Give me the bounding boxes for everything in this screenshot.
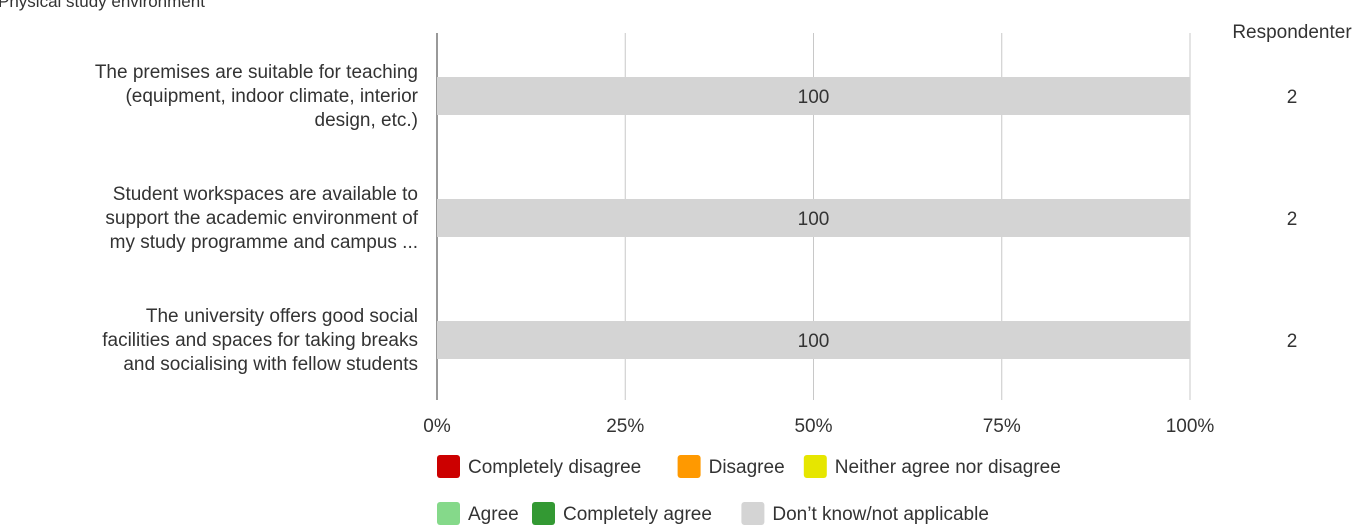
legend-swatch (677, 455, 701, 478)
category-label: The university offers good social facilit… (102, 306, 418, 375)
category-labels: The premises are suitable for teaching (e… (95, 62, 419, 375)
legend-label: Agree (468, 504, 519, 525)
legend-item: Neither agree nor disagree (803, 455, 1061, 478)
legend-swatch (532, 502, 555, 525)
respondent-count: 2 (1287, 209, 1298, 230)
legend: Completely disagree Disagree Neither agree… (437, 455, 1061, 525)
x-tick-label: 75% (983, 416, 1021, 437)
legend-label: Completely disagree (468, 457, 641, 478)
respondents-header: Respondenter (1232, 22, 1352, 43)
x-tick-label: 100% (1166, 416, 1215, 437)
legend-item: Agree (437, 502, 519, 525)
x-axis-ticks: 0% 25% 50% 75% 100% (423, 416, 1214, 437)
legend-item: Completely agree (532, 502, 712, 525)
x-tick-label: 0% (423, 416, 451, 437)
bar-value-label: 100 (798, 209, 830, 230)
legend-item: Disagree (677, 455, 785, 478)
bar-segment (437, 321, 1190, 359)
chart-title: Physical study environment (0, 0, 205, 11)
bar-segment (437, 77, 1190, 115)
legend-swatch (741, 502, 765, 525)
legend-item: Don’t know/not applicable (741, 502, 989, 525)
category-label: The premises are suitable for teaching (e… (95, 62, 419, 131)
category-label: Student workspaces are available to suppo… (105, 184, 418, 253)
bar-segment (437, 199, 1190, 237)
bar-value-label: 100 (798, 87, 830, 108)
legend-label: Completely agree (563, 504, 712, 525)
legend-swatch (437, 455, 460, 478)
x-tick-label: 50% (794, 416, 832, 437)
respondent-count: 2 (1287, 87, 1298, 108)
bars: 100 100 100 (437, 77, 1190, 359)
bar-value-label: 100 (798, 331, 830, 352)
legend-label: Don’t know/not applicable (772, 504, 989, 525)
respondent-count: 2 (1287, 331, 1298, 352)
legend-label: Neither agree nor disagree (835, 457, 1061, 478)
legend-swatch (803, 455, 827, 478)
respondent-counts: 2 2 2 (1287, 87, 1298, 352)
legend-item: Completely disagree (437, 455, 641, 478)
x-tick-label: 25% (606, 416, 644, 437)
legend-label: Disagree (709, 457, 785, 478)
legend-swatch (437, 502, 460, 525)
